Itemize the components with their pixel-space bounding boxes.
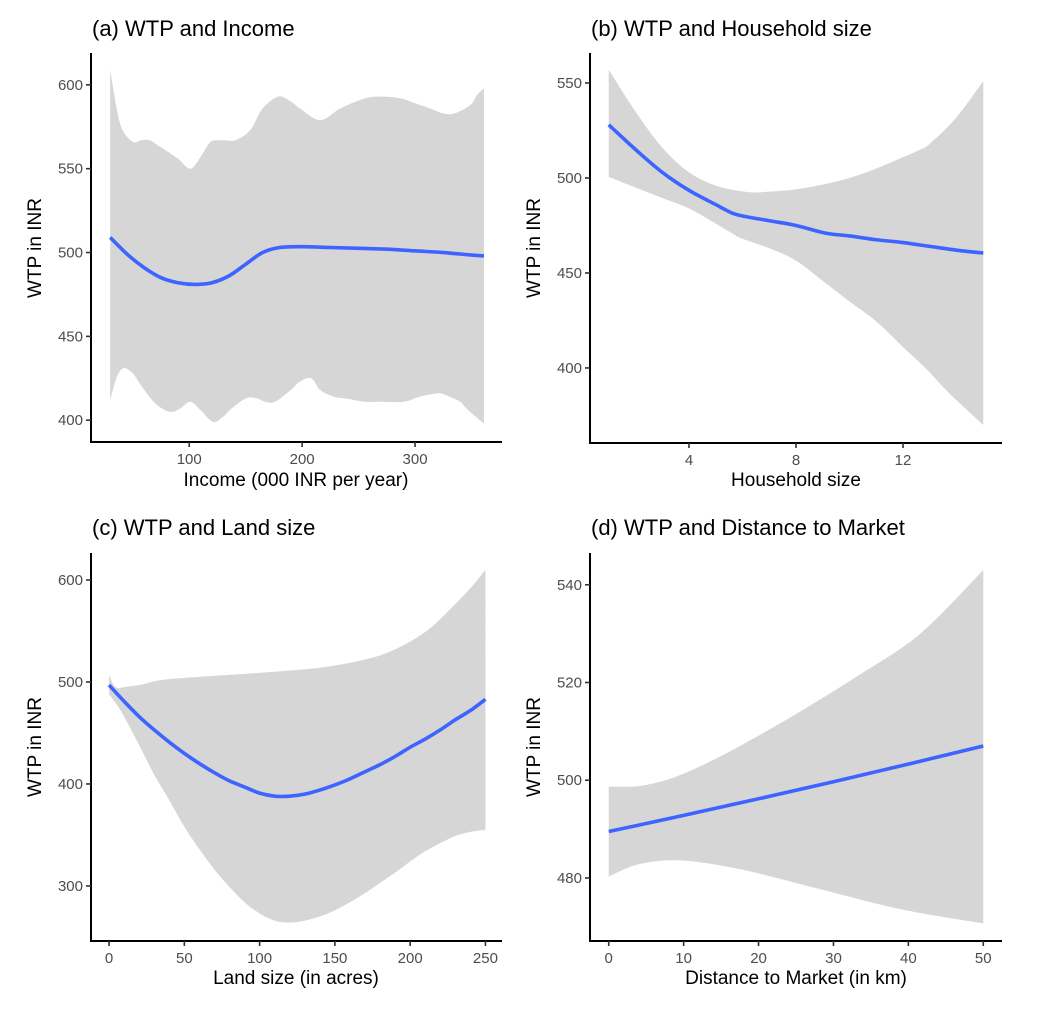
panel-title: (d) WTP and Distance to Market	[591, 515, 905, 540]
y-tick-label: 520	[557, 674, 582, 691]
panel-title: (b) WTP and Household size	[591, 16, 872, 41]
x-tick-label: 0	[105, 950, 113, 967]
x-tick-label: 8	[792, 452, 800, 469]
x-axis-title: Income (000 INR per year)	[184, 470, 409, 491]
x-tick-label: 4	[685, 452, 693, 469]
x-tick-label: 30	[825, 950, 842, 967]
y-axis-title: WTP in INR	[524, 697, 545, 797]
y-tick-label: 450	[557, 265, 582, 282]
panel-a: (a) WTP and Income WTP in INR Income (00…	[25, 16, 502, 491]
panel-title: (a) WTP and Income	[92, 16, 295, 41]
x-tick-label: 12	[895, 452, 912, 469]
y-tick-label: 400	[557, 360, 582, 377]
y-axis-title: WTP in INR	[524, 198, 545, 298]
x-tick-label: 200	[290, 451, 315, 468]
fit-line	[608, 744, 984, 834]
x-tick-label: 40	[900, 950, 917, 967]
y-tick-label: 550	[557, 75, 582, 92]
fit-line	[607, 123, 984, 255]
y-tick-label: 400	[58, 776, 83, 793]
y-tick-label: 600	[58, 77, 83, 94]
panel-c: (c) WTP and Land size WTP in INR Land si…	[25, 515, 502, 989]
y-tick-label: 500	[58, 245, 83, 262]
x-tick-label: 300	[403, 451, 428, 468]
y-tick-label: 400	[58, 412, 83, 429]
y-tick-label: 500	[58, 674, 83, 691]
x-tick-label: 250	[473, 950, 498, 967]
y-axis-title: WTP in INR	[25, 697, 46, 797]
x-tick-label: 50	[975, 950, 992, 967]
panel-title: (c) WTP and Land size	[92, 515, 315, 540]
y-tick-label: 500	[557, 170, 582, 187]
y-tick-label: 480	[557, 870, 582, 887]
fit-line	[107, 683, 487, 799]
x-tick-label: 50	[176, 950, 193, 967]
x-tick-label: 20	[750, 950, 767, 967]
x-tick-label: 200	[398, 950, 423, 967]
x-tick-label: 100	[247, 950, 272, 967]
y-tick-label: 600	[58, 572, 83, 589]
y-axis-title: WTP in INR	[25, 198, 46, 298]
confidence-band	[608, 570, 984, 924]
fit-line	[108, 236, 485, 287]
confidence-band	[109, 569, 486, 923]
y-tick-label: 450	[58, 328, 83, 345]
x-tick-label: 100	[177, 451, 202, 468]
x-axis-title: Distance to Market (in km)	[685, 968, 907, 989]
confidence-band	[608, 69, 984, 425]
x-tick-label: 10	[675, 950, 692, 967]
y-tick-label: 300	[58, 878, 83, 895]
y-tick-label: 540	[557, 577, 582, 594]
y-tick-label: 500	[557, 772, 582, 789]
x-tick-label: 0	[605, 950, 613, 967]
x-axis-title: Land size (in acres)	[213, 968, 379, 989]
x-axis-title: Household size	[731, 470, 861, 491]
panel-b: (b) WTP and Household size WTP in INR Ho…	[524, 16, 1002, 491]
y-tick-label: 550	[58, 161, 83, 178]
x-tick-label: 150	[322, 950, 347, 967]
panel-d: (d) WTP and Distance to Market WTP in IN…	[524, 515, 1002, 989]
